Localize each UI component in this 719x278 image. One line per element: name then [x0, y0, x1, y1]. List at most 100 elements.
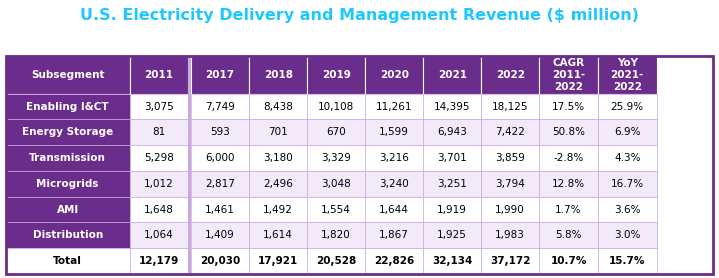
- Text: 3.0%: 3.0%: [614, 230, 641, 240]
- Text: 5.8%: 5.8%: [555, 230, 582, 240]
- Text: 10.7%: 10.7%: [550, 256, 587, 266]
- Bar: [598, 94, 656, 120]
- Text: 1,983: 1,983: [495, 230, 525, 240]
- Text: 12,179: 12,179: [139, 256, 179, 266]
- Bar: [129, 248, 188, 274]
- Bar: [539, 120, 598, 145]
- Bar: [423, 56, 481, 94]
- Bar: [191, 248, 249, 274]
- Text: 1,554: 1,554: [321, 205, 351, 215]
- Text: 50.8%: 50.8%: [552, 127, 585, 137]
- Bar: [423, 248, 481, 274]
- Bar: [6, 197, 129, 222]
- Text: -2.8%: -2.8%: [554, 153, 584, 163]
- Text: 1,867: 1,867: [379, 230, 409, 240]
- Text: 2011: 2011: [144, 70, 173, 80]
- Text: 1,919: 1,919: [437, 205, 467, 215]
- Text: 25.9%: 25.9%: [610, 101, 644, 111]
- Bar: [539, 56, 598, 94]
- Text: 17.5%: 17.5%: [552, 101, 585, 111]
- Text: 3,251: 3,251: [437, 179, 467, 189]
- Text: CAGR
2011-
2022: CAGR 2011- 2022: [552, 58, 585, 92]
- Text: 1,925: 1,925: [437, 230, 467, 240]
- Text: 8,438: 8,438: [263, 101, 293, 111]
- Bar: [191, 222, 249, 248]
- Bar: [129, 222, 188, 248]
- Text: 2021: 2021: [438, 70, 467, 80]
- Text: 10,108: 10,108: [318, 101, 354, 111]
- Text: 7,749: 7,749: [205, 101, 235, 111]
- Bar: [6, 56, 713, 274]
- Bar: [598, 248, 656, 274]
- Bar: [249, 145, 307, 171]
- Bar: [598, 120, 656, 145]
- Text: 11,261: 11,261: [376, 101, 413, 111]
- Bar: [307, 197, 365, 222]
- Text: 1,599: 1,599: [379, 127, 409, 137]
- Text: 2020: 2020: [380, 70, 408, 80]
- Bar: [481, 197, 539, 222]
- Bar: [423, 197, 481, 222]
- Bar: [129, 145, 188, 171]
- Bar: [191, 120, 249, 145]
- Text: U.S. Electricity Delivery and Management Revenue ($ million): U.S. Electricity Delivery and Management…: [80, 8, 639, 23]
- Bar: [191, 197, 249, 222]
- Bar: [481, 171, 539, 197]
- Text: 3,180: 3,180: [263, 153, 293, 163]
- Bar: [539, 248, 598, 274]
- Bar: [6, 248, 129, 274]
- Bar: [481, 248, 539, 274]
- Bar: [365, 56, 423, 94]
- Bar: [481, 222, 539, 248]
- Text: 5,298: 5,298: [144, 153, 173, 163]
- Bar: [481, 120, 539, 145]
- Text: 2018: 2018: [264, 70, 293, 80]
- Bar: [423, 171, 481, 197]
- Text: 3,216: 3,216: [379, 153, 409, 163]
- Bar: [598, 145, 656, 171]
- Bar: [307, 145, 365, 171]
- Text: Subsegment: Subsegment: [31, 70, 104, 80]
- Text: 12.8%: 12.8%: [552, 179, 585, 189]
- Text: 3,859: 3,859: [495, 153, 525, 163]
- Text: 1.7%: 1.7%: [555, 205, 582, 215]
- Text: 3,701: 3,701: [437, 153, 467, 163]
- Text: Microgrids: Microgrids: [37, 179, 99, 189]
- Bar: [598, 222, 656, 248]
- Bar: [365, 197, 423, 222]
- Bar: [539, 171, 598, 197]
- Text: 2017: 2017: [206, 70, 234, 80]
- Bar: [249, 197, 307, 222]
- Bar: [481, 94, 539, 120]
- Bar: [188, 56, 191, 94]
- Text: Energy Storage: Energy Storage: [22, 127, 114, 137]
- Text: 670: 670: [326, 127, 346, 137]
- Text: YoY
2021-
2022: YoY 2021- 2022: [610, 58, 644, 92]
- Bar: [129, 197, 188, 222]
- Bar: [539, 145, 598, 171]
- Text: 14,395: 14,395: [434, 101, 470, 111]
- Text: 2019: 2019: [321, 70, 351, 80]
- Bar: [129, 94, 188, 120]
- Text: 1,820: 1,820: [321, 230, 351, 240]
- Bar: [539, 197, 598, 222]
- Text: 1,012: 1,012: [144, 179, 173, 189]
- Text: Distribution: Distribution: [32, 230, 103, 240]
- Bar: [249, 248, 307, 274]
- Text: 2022: 2022: [495, 70, 525, 80]
- Bar: [249, 120, 307, 145]
- Bar: [598, 197, 656, 222]
- Bar: [423, 120, 481, 145]
- Bar: [188, 94, 191, 120]
- Bar: [539, 94, 598, 120]
- Text: 32,134: 32,134: [432, 256, 472, 266]
- Bar: [307, 120, 365, 145]
- Text: 3,329: 3,329: [321, 153, 351, 163]
- Bar: [129, 120, 188, 145]
- Bar: [6, 56, 129, 94]
- Bar: [365, 248, 423, 274]
- Bar: [188, 145, 191, 171]
- Text: 18,125: 18,125: [492, 101, 528, 111]
- Text: Transmission: Transmission: [29, 153, 106, 163]
- Bar: [307, 171, 365, 197]
